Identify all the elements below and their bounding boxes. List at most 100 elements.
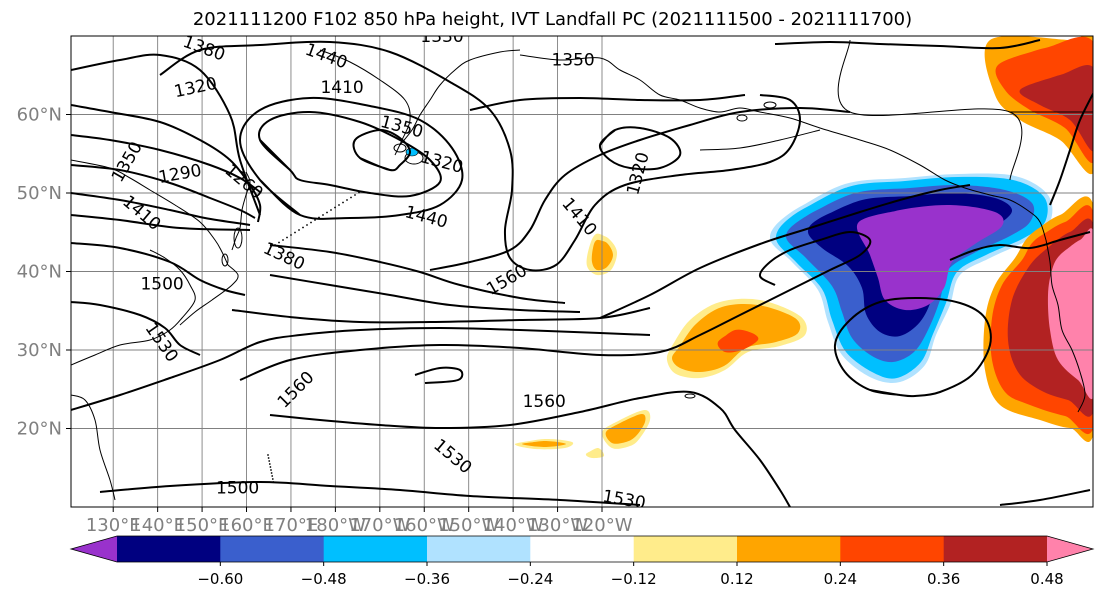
contour-label-group: 1330 <box>420 36 463 47</box>
island-outline <box>393 143 407 153</box>
coastline-segment <box>1045 239 1086 413</box>
colorbar-tick-label: −0.60 <box>197 570 243 588</box>
ivt-shade-patch <box>585 447 605 459</box>
latitude-label: 20°N <box>17 419 62 440</box>
island-dot <box>342 201 344 204</box>
contour-label-group: 1500 <box>216 478 259 498</box>
island-outline <box>684 393 696 399</box>
ivt-shade-patch <box>717 329 759 353</box>
height-contour-1380 <box>159 40 802 272</box>
coastline-segment <box>837 39 1023 181</box>
longitude-label: 140°E <box>130 515 185 536</box>
colorbar-outline <box>69 535 1095 563</box>
coastline-segment <box>399 49 521 146</box>
colorbar: −0.60 −0.48 −0.36 −0.24 −0.12 0.12 0.24 0.36 0.4… <box>69 535 1095 588</box>
island-outline <box>233 227 243 249</box>
colorbar-segment <box>840 536 945 562</box>
longitude-label: 160°E <box>219 515 274 536</box>
height-contour-1320 <box>238 96 464 220</box>
contour-label: 1560 <box>523 392 566 412</box>
contour-label-group: 1530 <box>601 486 647 513</box>
ivt-shade-patch <box>856 204 1004 311</box>
colorbar-segment <box>943 536 1048 562</box>
height-contour-1440 <box>269 244 566 304</box>
height-contour-1530 <box>71 301 201 356</box>
height-contour-1560 <box>414 366 464 384</box>
height-contour-1530 <box>269 390 791 507</box>
island-dot <box>268 463 271 465</box>
contour-label: 1530 <box>601 486 647 513</box>
height-contour-layer <box>71 39 1093 507</box>
contour-label-group: 1560 <box>523 392 566 412</box>
colorbar-segment <box>633 536 738 562</box>
island-dot <box>334 206 336 209</box>
colorbar-extend-low <box>71 536 117 562</box>
colorbar-extend-high <box>1047 536 1093 562</box>
longitude-label: 180°W <box>305 515 366 536</box>
height-contour-1470 <box>269 274 581 313</box>
island-dot <box>330 209 332 211</box>
coastline-segment <box>71 394 116 501</box>
height-contour-1500 <box>231 307 651 324</box>
coastline-segment <box>179 264 239 326</box>
colorbar-segment <box>530 536 635 562</box>
height-contour-1530 <box>949 231 1091 261</box>
latitude-label: 60°N <box>17 105 62 126</box>
longitude-label: 130°E <box>86 515 141 536</box>
longitude-label: 150°W <box>438 515 499 536</box>
map-title: 2021111200 F102 850 hPa height, IVT Land… <box>192 9 913 30</box>
ivt-shade-patch <box>1019 65 1093 152</box>
island-dot <box>298 229 300 231</box>
height-contour-1560 <box>833 296 992 398</box>
latitude-tick-labels: 60°N 50°N 40°N 30°N 20°N <box>17 105 71 440</box>
height-contour-1440 <box>599 184 971 319</box>
longitude-label: 150°E <box>175 515 230 536</box>
colorbar-tick-label: −0.12 <box>611 570 657 588</box>
island-dot <box>310 221 312 224</box>
island-dot <box>302 226 304 229</box>
island-dot <box>271 475 274 477</box>
island-dot <box>314 219 316 221</box>
longitude-label: 140°W <box>483 515 544 536</box>
longitude-label: 170°W <box>349 515 410 536</box>
ivt-shading-layer <box>514 36 1093 459</box>
colorbar-segment <box>737 536 841 562</box>
height-contour-1410 <box>469 94 746 111</box>
coastline-segment <box>699 129 821 151</box>
contour-label: 1500 <box>140 274 183 294</box>
contour-label-group: 1350 <box>551 51 594 71</box>
latitude-label: 30°N <box>17 340 62 361</box>
contour-label: 1350 <box>551 51 594 71</box>
colorbar-segment <box>117 536 221 562</box>
longitude-label: 120°W <box>571 515 632 536</box>
height-contour-1290 <box>258 110 442 198</box>
height-contour-1350 <box>71 104 262 223</box>
island-dot <box>269 466 272 468</box>
height-contour-1500 <box>99 480 641 506</box>
ivt-shade-patch <box>522 441 566 447</box>
longitude-label: 160°W <box>394 515 455 536</box>
height-contour-1440 <box>71 192 251 226</box>
height-contour-1320 <box>1049 91 1093 206</box>
height-contour-1470 <box>71 214 251 231</box>
colorbar-tick-label: 0.36 <box>927 570 960 588</box>
coastline-segment <box>71 249 196 366</box>
height-contour-1530 <box>71 326 651 411</box>
height-contour-1380 <box>71 134 261 193</box>
island-outline <box>221 253 229 267</box>
island-dot <box>350 196 352 199</box>
island-dot <box>338 204 340 206</box>
island-dot <box>286 236 288 239</box>
contour-label-group: 1500 <box>140 274 183 294</box>
island-dot <box>354 194 356 196</box>
contour-label: 1410 <box>320 78 363 98</box>
island-dot <box>270 472 273 474</box>
island-dot <box>306 224 308 226</box>
island-dot <box>294 231 296 234</box>
height-contour-1350 <box>71 53 261 216</box>
colorbar-segment <box>323 536 428 562</box>
island-dot <box>278 241 280 244</box>
colorbar-segment <box>220 536 325 562</box>
island-dot <box>267 457 270 459</box>
